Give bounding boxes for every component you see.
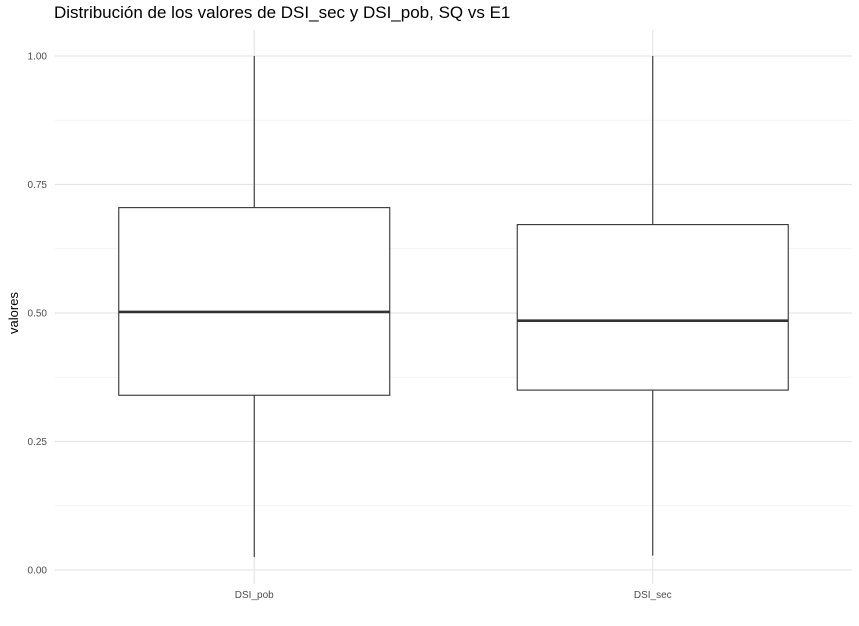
y-tick-label: 0.25 — [28, 437, 48, 448]
box-layer — [118, 56, 789, 558]
y-axis-title: valores — [6, 292, 21, 334]
chart-title: Distribución de los valores de DSI_sec y… — [54, 3, 511, 22]
y-tick-label: 0.50 — [28, 309, 48, 320]
iqr-box — [516, 224, 789, 391]
box-DSI_sec — [516, 56, 789, 556]
y-tick-label: 0.75 — [28, 180, 48, 191]
label-layer: 0.00 0.25 0.50 0.75 1.00 DSI_pob DSI_sec — [28, 52, 672, 602]
y-tick-label: 1.00 — [28, 52, 48, 63]
x-tick-label: DSI_pob — [235, 590, 274, 601]
box-DSI_pob — [118, 56, 391, 558]
iqr-box — [118, 207, 391, 396]
y-tick-label: 0.00 — [28, 566, 48, 577]
x-tick-label: DSI_sec — [634, 590, 672, 601]
